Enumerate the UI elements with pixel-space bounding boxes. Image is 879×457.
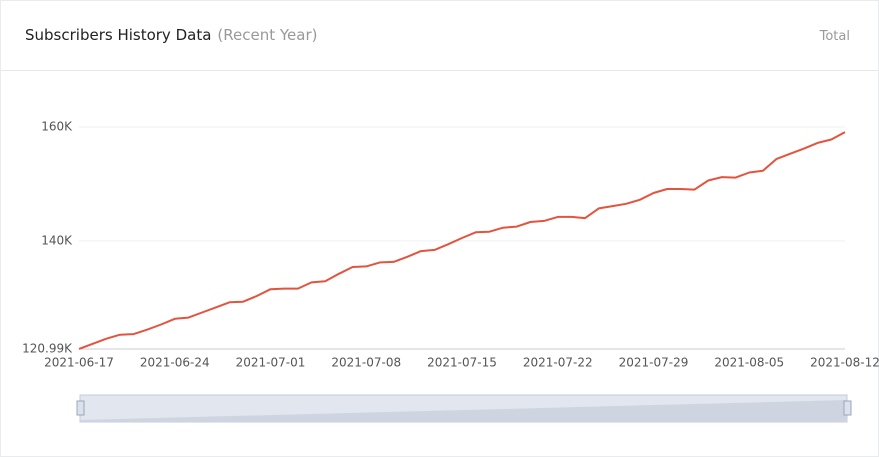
x-tick-label: 2021-07-08 xyxy=(331,356,401,370)
x-tick-label: 2021-07-15 xyxy=(427,356,497,370)
line-series xyxy=(78,131,846,350)
chart: 120.99K 140K 160K 2021-06-17 2021-06-24 2021-… xyxy=(22,120,879,423)
y-tick-label: 120.99K xyxy=(22,342,73,356)
x-tick-label: 2021-06-17 xyxy=(44,356,114,370)
chart-title: Subscribers History Data xyxy=(25,26,212,44)
header: Subscribers History Data (Recent Year) To… xyxy=(1,1,878,71)
x-tick-label: 2021-07-29 xyxy=(619,356,689,370)
slider-preview xyxy=(80,400,847,422)
title-row: Subscribers History Data (Recent Year) xyxy=(25,26,317,44)
zoom-slider xyxy=(76,394,852,423)
x-tick-label: 2021-06-24 xyxy=(140,356,210,370)
slider-handle[interactable] xyxy=(843,400,852,416)
y-tick-label: 140K xyxy=(41,233,73,247)
x-tick-label: 2021-08-12 xyxy=(810,356,879,370)
total-button[interactable]: Total xyxy=(819,29,850,44)
slider-handle[interactable] xyxy=(76,400,85,416)
x-tick-label: 2021-07-22 xyxy=(523,356,593,370)
chart-subtitle: (Recent Year) xyxy=(217,26,318,44)
x-tick-label: 2021-07-01 xyxy=(236,356,306,370)
y-tick-label: 160K xyxy=(41,120,73,134)
x-tick-label: 2021-08-05 xyxy=(714,356,784,370)
